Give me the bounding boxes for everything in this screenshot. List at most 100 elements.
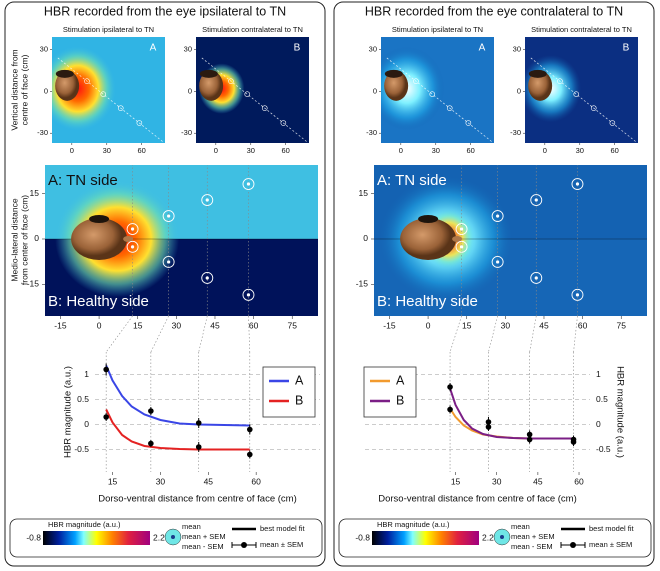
x-tick-label: 60 — [574, 476, 584, 486]
y-tick-label: -30 — [510, 128, 521, 137]
mean-point — [526, 431, 533, 438]
small-map-title: Stimulation ipsilateral to TN — [392, 25, 483, 34]
small-map-letter: B — [623, 43, 630, 54]
x-tick-label: 30 — [247, 146, 255, 155]
x-tick-label: 75 — [288, 320, 298, 330]
colorbar-max: 2.2 — [482, 532, 494, 542]
stim-point-center — [496, 260, 500, 264]
stim-point — [201, 194, 214, 206]
fit-line — [449, 407, 574, 440]
colorbar-max: 2.2 — [153, 532, 165, 542]
y-axis-label: centre of face (cm) — [19, 54, 29, 125]
errorbar-key-label: mean ± SEM — [589, 540, 632, 549]
y-tick-label: 0 — [188, 86, 192, 95]
x-tick-label: 75 — [617, 320, 627, 330]
mean-point — [246, 451, 253, 458]
stim-site — [557, 78, 563, 84]
stim-point — [126, 223, 139, 235]
circle-key-label: mean + SEM — [511, 532, 555, 541]
x-tick-label: 60 — [467, 146, 475, 155]
stim-point-center — [496, 214, 500, 218]
map-side-label: B: Healthy side — [48, 293, 149, 310]
mean-point — [526, 436, 533, 443]
stim-point — [455, 223, 468, 235]
map-side-label: A: TN side — [377, 172, 447, 189]
guide-line — [248, 315, 251, 353]
x-tick-label: 0 — [543, 146, 547, 155]
stim-point-center — [575, 182, 580, 186]
colorbar-title: HBR magnitude (a.u.) — [48, 520, 121, 529]
fit-line — [449, 388, 574, 440]
x-tick-label: 30 — [492, 476, 502, 486]
x-tick-label: -15 — [54, 320, 67, 330]
x-tick-label: 60 — [251, 476, 261, 486]
colorbar-min: -0.8 — [355, 532, 370, 542]
x-tick-label: 15 — [451, 476, 461, 486]
guide-line — [198, 315, 208, 353]
stim-site — [280, 120, 287, 126]
mean-point — [570, 436, 577, 443]
stim-point — [455, 240, 468, 253]
nose — [123, 235, 134, 242]
map-side-label: A: TN side — [48, 172, 118, 189]
circle-key-label: mean — [511, 522, 530, 531]
head — [71, 217, 128, 260]
x-axis-label: Dorso-ventral distance from centre of fa… — [378, 494, 577, 505]
stim-point — [126, 240, 139, 253]
y-axis-label: Medio-lateral distance — [9, 198, 19, 281]
head — [400, 217, 457, 260]
y-tick-label: 0 — [84, 419, 89, 429]
y-tick-label: 0.5 — [596, 394, 608, 404]
mean-point — [447, 384, 453, 390]
y-tick-label: 15 — [30, 188, 40, 198]
y-tick-label: 15 — [359, 188, 369, 198]
stim-point-center — [167, 260, 171, 264]
stim-point-center — [130, 245, 135, 249]
small-map — [525, 37, 638, 143]
x-tick-label: 60 — [249, 320, 259, 330]
x-tick-label: 0 — [426, 320, 431, 330]
y-tick-label: 0 — [44, 86, 48, 95]
panel-title: HBR recorded from the eye contralateral … — [365, 4, 623, 18]
legend-box — [363, 366, 417, 418]
mean-point — [148, 440, 154, 447]
errorbar-key-label: mean ± SEM — [260, 540, 303, 549]
x-tick-label: 0 — [214, 146, 218, 155]
hair — [418, 214, 439, 223]
stim-point — [242, 178, 255, 190]
y-tick-label: 0.5 — [77, 394, 89, 404]
mean-icon-inner — [500, 535, 504, 539]
colorbar-title: HBR magnitude (a.u.) — [377, 520, 450, 529]
small-map — [381, 37, 494, 143]
stim-point-center — [459, 227, 464, 231]
x-tick-label: 30 — [103, 146, 111, 155]
head — [384, 70, 409, 101]
panel-title: HBR recorded from the eye ipsilateral to… — [44, 4, 286, 18]
stim-point — [162, 255, 175, 268]
key-frame — [9, 518, 323, 558]
circle-key-label: mean + SEM — [182, 532, 226, 541]
stim-point-center — [246, 293, 251, 297]
x-tick-label: 60 — [578, 320, 588, 330]
stim-point — [491, 255, 504, 268]
fit-key-label: best model fit — [589, 524, 635, 533]
y-tick-label: 30 — [184, 45, 192, 54]
x-tick-label: 0 — [70, 146, 74, 155]
map-side-label: B: Healthy side — [377, 293, 478, 310]
y-tick-label: -15 — [27, 279, 40, 289]
hair — [55, 69, 74, 78]
head — [55, 70, 80, 101]
stim-point — [242, 288, 255, 301]
stim-point-center — [205, 276, 209, 280]
x-tick-label: 45 — [210, 320, 220, 330]
y-tick-label: 1 — [596, 369, 601, 379]
small-map — [196, 37, 309, 143]
stim-point-center — [534, 276, 538, 280]
hair — [89, 214, 110, 223]
x-tick-label: 30 — [501, 320, 511, 330]
stim-site — [261, 105, 268, 111]
circle-key-label: mean - SEM — [511, 542, 553, 551]
mean-point — [485, 419, 492, 425]
x-tick-label: 45 — [204, 476, 214, 486]
